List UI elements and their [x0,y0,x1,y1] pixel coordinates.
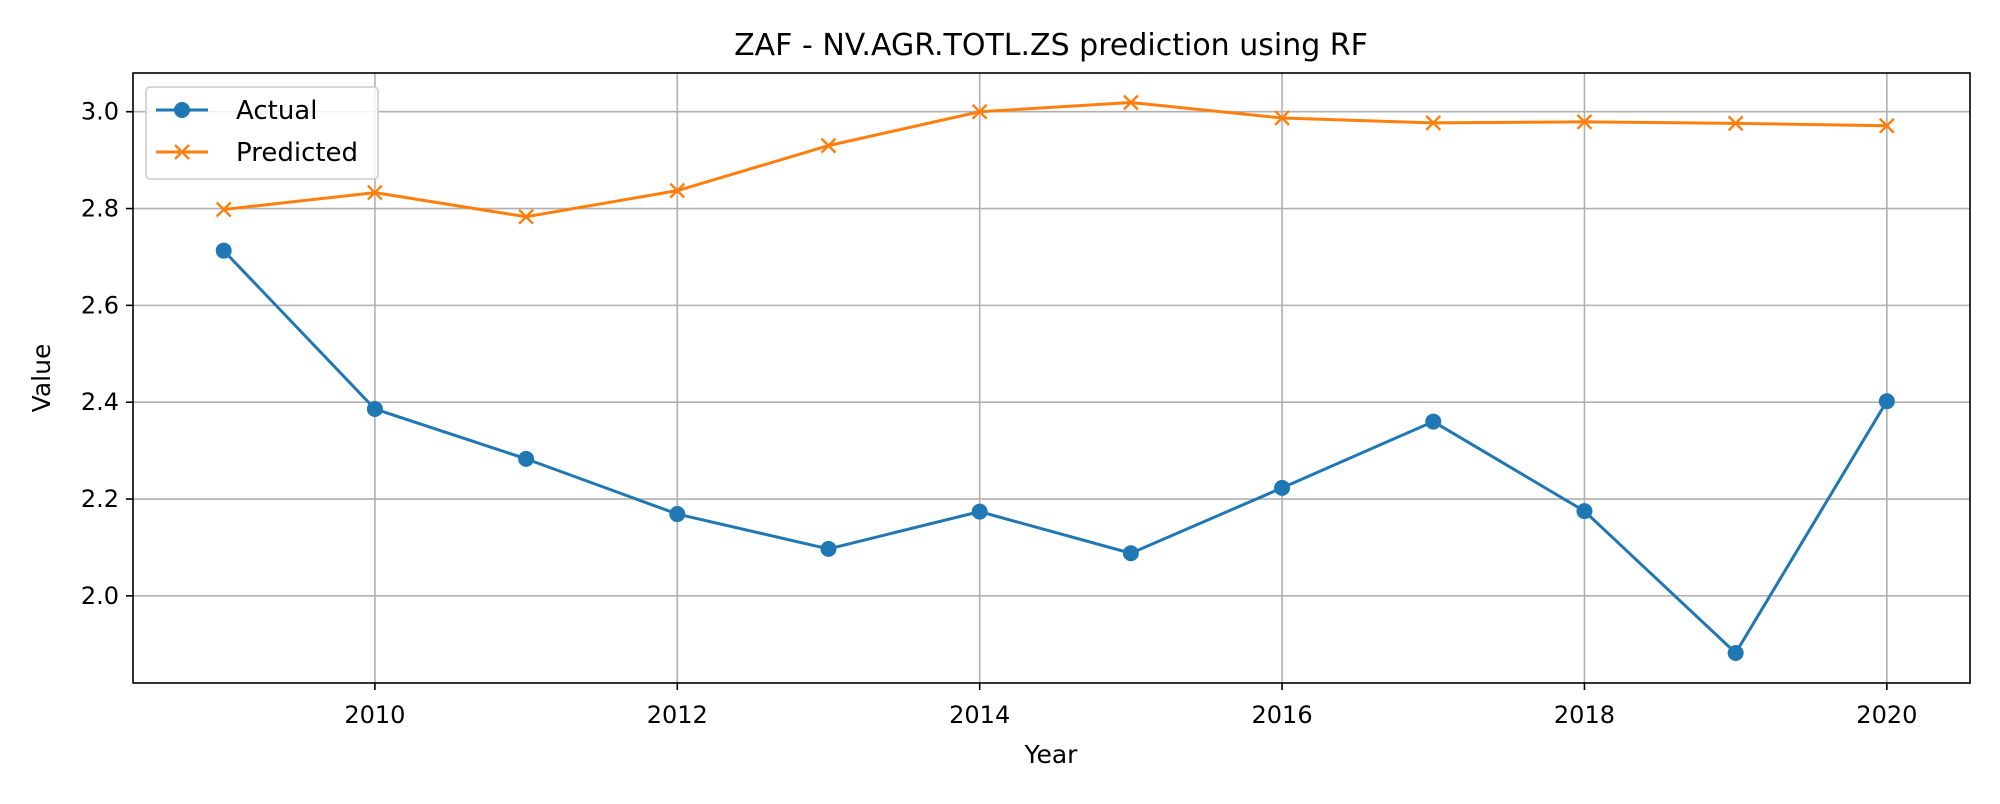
data-point-actual [1878,393,1895,410]
y-tick-label: 2.2 [81,485,119,513]
x-tick-label: 2016 [1252,701,1313,729]
x-axis-label: Year [1024,740,1079,769]
ticks: 2010 2012 2014 2016 2018 2020 2.0 2.2 2.4 2.6 2.8 3… [81,98,1918,729]
data-point-predicted-stroke [820,137,837,154]
data-point-predicted [1576,114,1593,130]
x-tick-label: 2010 [344,701,405,729]
chart-title: ZAF - NV.AGR.TOTL.ZS prediction using RF [734,28,1368,63]
data-point-predicted [1425,115,1442,131]
y-tick-label: 3.0 [81,98,119,126]
data-point-predicted [1878,117,1895,134]
y-tick-label: 2.8 [81,195,119,223]
legend-marker-predicted [174,144,190,160]
y-tick-label: 2.6 [81,291,119,319]
data-point-actual [518,450,535,467]
data-point-predicted-stroke [1425,115,1442,131]
data-point-predicted [518,208,534,225]
data-point-predicted [820,137,837,154]
data-point-predicted [669,182,686,199]
plot-frame [132,72,1971,684]
data-point-actual [1425,413,1442,430]
data-point-predicted [1727,115,1744,132]
legend-label-predicted: Predicted [236,138,358,168]
legend-label-actual: Actual [236,96,317,126]
data-point-actual [971,503,988,520]
plot-area [133,73,1970,683]
data-point-predicted-stroke [518,208,534,225]
data-point-actual [820,540,837,557]
data-point-predicted-stroke [1123,94,1139,111]
data-point-predicted-stroke [669,182,686,199]
data-point-predicted [1274,110,1290,126]
data-point-predicted-stroke [1727,115,1744,132]
data-point-predicted-stroke [1878,117,1895,134]
series-line-actual [222,249,1889,655]
data-point-actual [1576,503,1593,520]
data-point-actual [215,242,232,259]
grid-lines [133,73,1970,683]
y-tick-label: 2.0 [81,582,119,610]
legend: Actual Predicted [145,86,379,180]
x-tick-label: 2020 [1856,701,1917,729]
data-point-actual [1274,479,1291,496]
data-point-actual [669,506,686,523]
data-point-predicted [367,184,383,201]
legend-x-marker-stroke [174,144,190,160]
series-layer [215,94,1895,661]
y-axis-label: Value [27,344,56,413]
data-point-predicted-stroke [367,184,383,201]
legend-x-marker [174,144,190,160]
data-point-predicted-stroke [971,103,988,120]
x-tick-label: 2012 [647,701,708,729]
series-line-predicted [222,101,1889,219]
data-point-predicted-stroke [1274,110,1290,126]
data-point-predicted [1123,94,1139,111]
y-tick-label: 2.4 [81,388,119,416]
data-point-actual [1122,545,1139,562]
data-point-predicted [971,103,988,120]
data-point-predicted [215,201,232,218]
data-point-predicted-stroke [1576,114,1593,130]
data-point-actual [1727,644,1744,661]
data-point-predicted-stroke [215,201,232,218]
legend-marker-actual [174,102,190,118]
data-point-actual [366,400,383,417]
x-tick-label: 2018 [1554,701,1615,729]
x-tick-label: 2014 [949,701,1010,729]
